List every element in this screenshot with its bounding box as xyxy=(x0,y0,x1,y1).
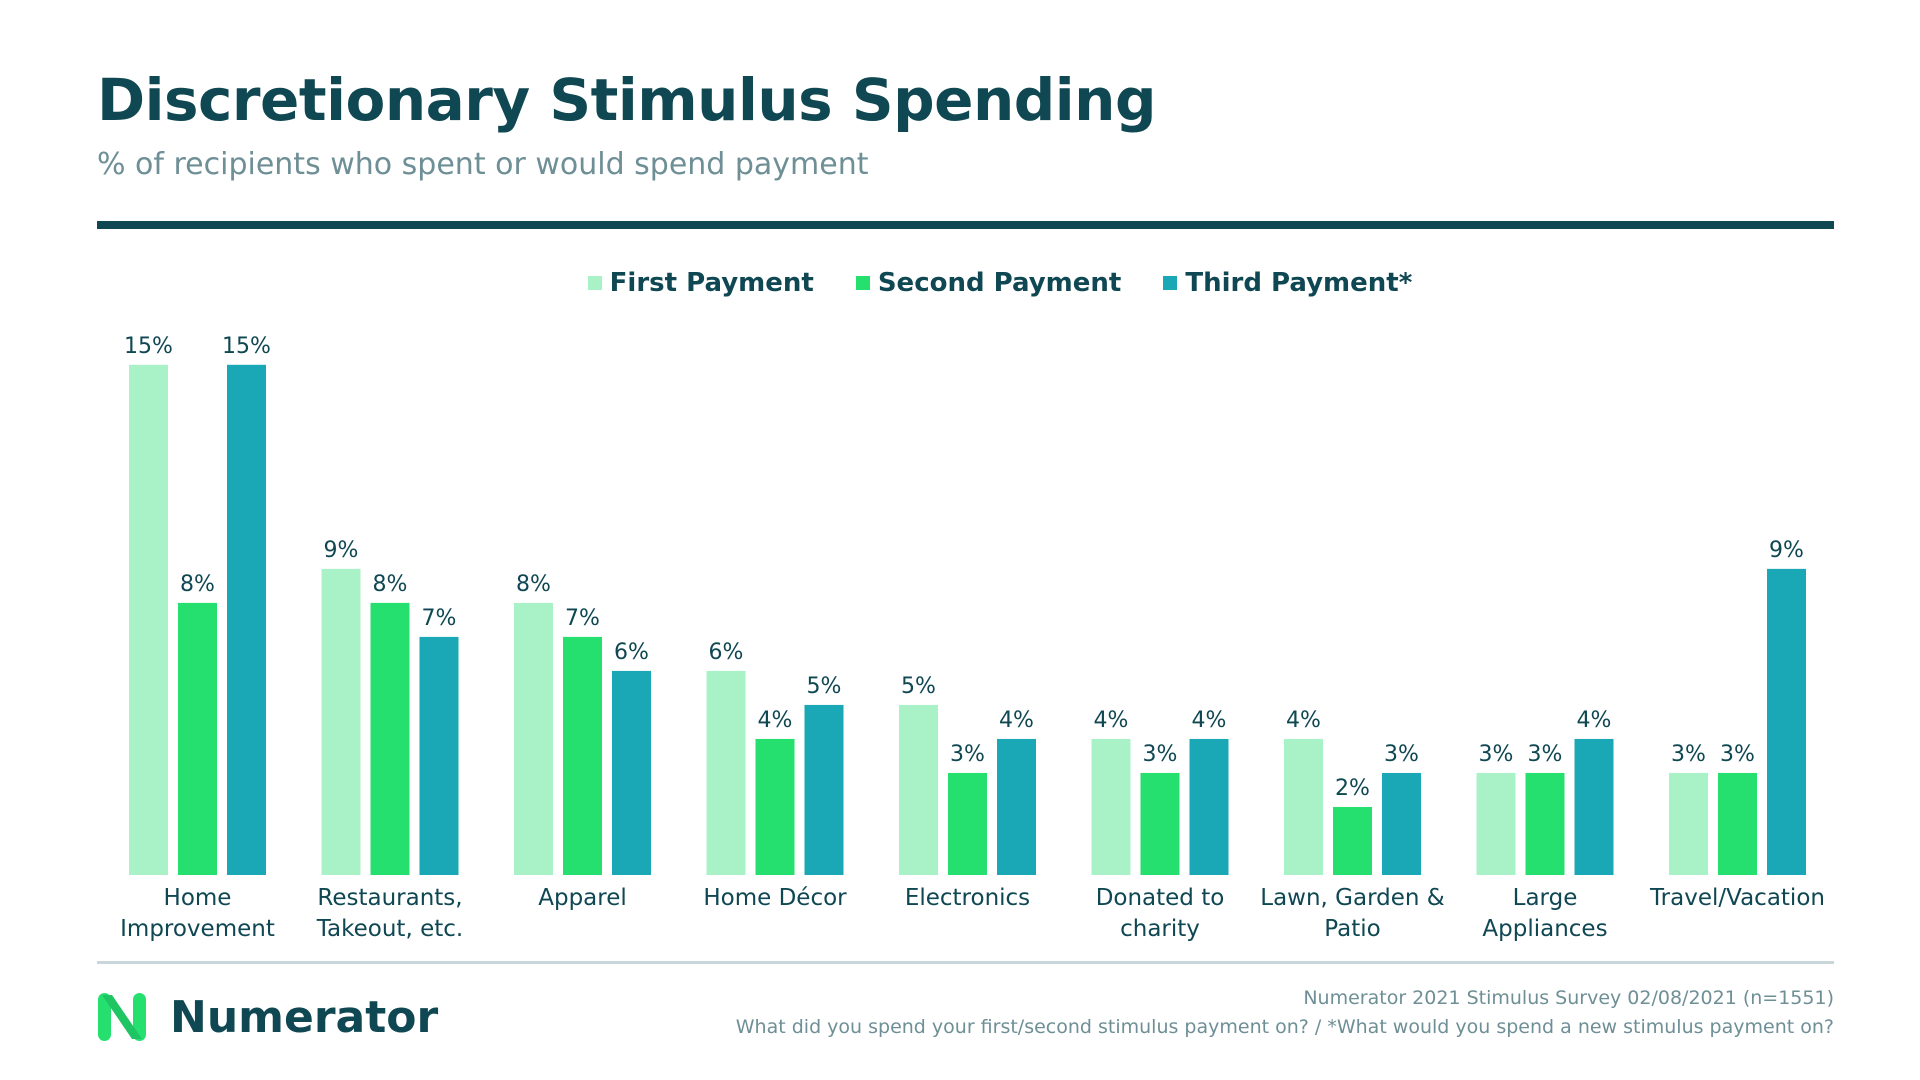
bar-1-3 xyxy=(514,602,553,875)
chart-subtitle: % of recipients who spent or would spend… xyxy=(97,147,869,182)
numerator-logo: Numerator xyxy=(96,991,438,1043)
category-label-7-line-1: Lawn, Garden & xyxy=(1260,885,1445,911)
data-label-3-7: 3% xyxy=(1384,742,1419,767)
data-label-2-6: 3% xyxy=(1143,742,1178,767)
data-label-2-8: 3% xyxy=(1528,742,1563,767)
data-label-1-2: 9% xyxy=(324,538,359,563)
data-label-2-2: 8% xyxy=(373,572,408,597)
source-line-2: What did you spend your first/second sti… xyxy=(735,1016,1834,1038)
data-label-3-8: 4% xyxy=(1577,708,1612,733)
category-label-7-line-2: Patio xyxy=(1324,916,1380,942)
bar-2-2 xyxy=(370,602,410,875)
data-label-2-3: 7% xyxy=(565,606,600,631)
bar-chart: 15% 8% 15% Home Improvement 9% 8% 7% Restaurants… xyxy=(120,334,1825,942)
bar-1-9 xyxy=(1669,772,1708,875)
category-label-8-line-1: Large xyxy=(1513,885,1578,911)
data-label-3-2: 7% xyxy=(422,606,457,631)
category-label-3: Apparel xyxy=(538,885,627,911)
bar-3-2 xyxy=(419,636,459,875)
bar-1-4 xyxy=(706,670,746,875)
category-label-9: Travel/Vacation xyxy=(1649,885,1825,911)
bar-2-7 xyxy=(1333,806,1372,875)
bar-1-7 xyxy=(1284,738,1323,875)
data-label-2-9: 3% xyxy=(1720,742,1755,767)
data-label-3-3: 6% xyxy=(614,640,649,665)
numerator-logo-icon xyxy=(98,993,146,1041)
bar-2-6 xyxy=(1140,772,1180,875)
bar-3-3 xyxy=(612,670,651,875)
legend-item-first-payment: First Payment xyxy=(587,268,814,298)
data-label-3-6: 4% xyxy=(1192,708,1227,733)
data-label-1-1: 15% xyxy=(124,334,173,359)
data-label-2-4: 4% xyxy=(758,708,793,733)
legend-label-third: Third Payment* xyxy=(1185,268,1413,298)
bar-1-1 xyxy=(129,364,168,875)
bar-3-8 xyxy=(1574,738,1614,875)
data-label-1-3: 8% xyxy=(516,572,551,597)
bar-2-5 xyxy=(948,772,987,875)
data-label-2-1: 8% xyxy=(180,572,215,597)
legend-item-second-payment: Second Payment xyxy=(855,268,1122,298)
bar-2-4 xyxy=(755,738,795,875)
logo-wordmark: Numerator xyxy=(170,991,439,1043)
data-label-1-6: 4% xyxy=(1094,708,1129,733)
category-label-6-line-2: charity xyxy=(1120,916,1200,942)
bar-1-2 xyxy=(321,568,361,875)
category-label-1-line-2: Improvement xyxy=(120,916,275,942)
legend-label-second: Second Payment xyxy=(877,268,1122,298)
bar-1-8 xyxy=(1476,772,1516,875)
category-label-8-line-2: Appliances xyxy=(1482,916,1607,942)
source-line-1: Numerator 2021 Stimulus Survey 02/08/202… xyxy=(1303,987,1834,1009)
category-label-4: Home Décor xyxy=(703,885,847,911)
data-label-3-1: 15% xyxy=(222,334,271,359)
data-label-1-8: 3% xyxy=(1479,742,1514,767)
chart-title: Discretionary Stimulus Spending xyxy=(97,66,1156,134)
source-note: Numerator 2021 Stimulus Survey 02/08/202… xyxy=(736,984,1834,1042)
bar-3-1 xyxy=(227,364,266,875)
bar-2-9 xyxy=(1718,772,1757,875)
data-label-1-9: 3% xyxy=(1671,742,1706,767)
bar-3-7 xyxy=(1382,772,1421,875)
bar-2-8 xyxy=(1525,772,1565,875)
bar-3-4 xyxy=(804,704,844,875)
bar-1-5 xyxy=(899,704,938,875)
legend-item-third-payment: Third Payment* xyxy=(1163,268,1412,298)
chart-legend: First Payment Second Payment Third Payme… xyxy=(40,268,1920,298)
footer-divider xyxy=(97,961,1834,964)
bar-3-9 xyxy=(1767,568,1806,875)
category-label-2-line-2: Takeout, etc. xyxy=(316,916,463,942)
bar-3-5 xyxy=(997,738,1036,875)
category-label-6-line-1: Donated to xyxy=(1096,885,1225,911)
legend-swatch-third xyxy=(1163,276,1178,290)
category-label-1-line-1: Home xyxy=(164,885,232,911)
data-label-2-7: 2% xyxy=(1335,776,1370,801)
bar-3-6 xyxy=(1189,738,1229,875)
category-label-5: Electronics xyxy=(905,885,1030,911)
data-label-1-7: 4% xyxy=(1286,708,1321,733)
data-label-3-5: 4% xyxy=(999,708,1034,733)
data-label-1-4: 6% xyxy=(709,640,744,665)
legend-swatch-first xyxy=(587,276,602,290)
bar-1-6 xyxy=(1091,738,1131,875)
data-label-1-5: 5% xyxy=(901,674,936,699)
data-label-3-4: 5% xyxy=(807,674,842,699)
data-label-3-9: 9% xyxy=(1769,538,1804,563)
header-divider xyxy=(97,221,1834,229)
data-label-2-5: 3% xyxy=(950,742,985,767)
category-label-2-line-1: Restaurants, xyxy=(317,885,462,911)
legend-label-first: First Payment xyxy=(609,268,814,298)
legend-swatch-second xyxy=(855,276,870,290)
bar-2-3 xyxy=(563,636,602,875)
bar-2-1 xyxy=(178,602,217,875)
